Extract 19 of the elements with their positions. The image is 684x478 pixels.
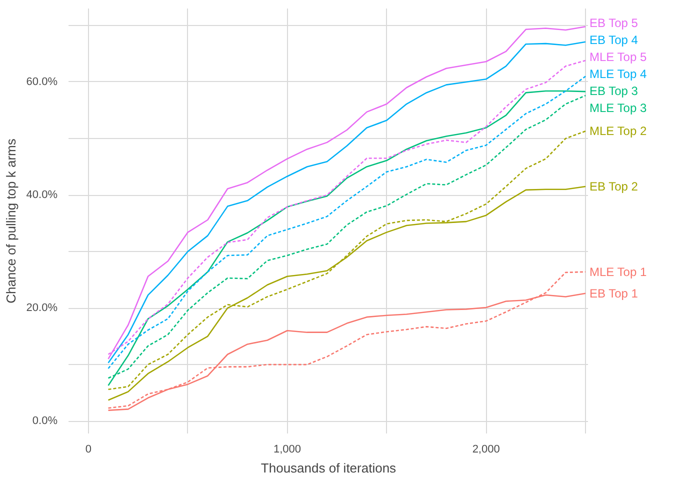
series-label: MLE Top 1 xyxy=(590,264,647,279)
series-label: MLE Top 4 xyxy=(590,66,647,81)
series-label: MLE Top 5 xyxy=(590,50,647,64)
series-label: EB Top 3 xyxy=(590,84,638,98)
y-axis-title: Chance of pulling top k arms xyxy=(3,138,18,304)
x-axis-title: Thousands of iterations xyxy=(260,460,397,476)
series-label: EB Top 5 xyxy=(590,16,638,30)
series-label: MLE Top 2 xyxy=(590,124,647,138)
series-label: EB Top 1 xyxy=(590,286,638,300)
series-label: EB Top 4 xyxy=(590,32,638,47)
x-tick-label: 2,000 xyxy=(472,444,500,456)
y-tick-label: 20.0% xyxy=(26,302,58,314)
series-label: EB Top 2 xyxy=(590,180,638,194)
y-tick-label: 60.0% xyxy=(26,76,58,88)
y-tick-label: 40.0% xyxy=(26,189,58,202)
series-label: MLE Top 3 xyxy=(590,100,647,115)
y-tick-label: 0.0% xyxy=(32,415,58,428)
x-tick-label: 0 xyxy=(85,444,92,456)
x-tick-label: 1,000 xyxy=(273,444,302,456)
